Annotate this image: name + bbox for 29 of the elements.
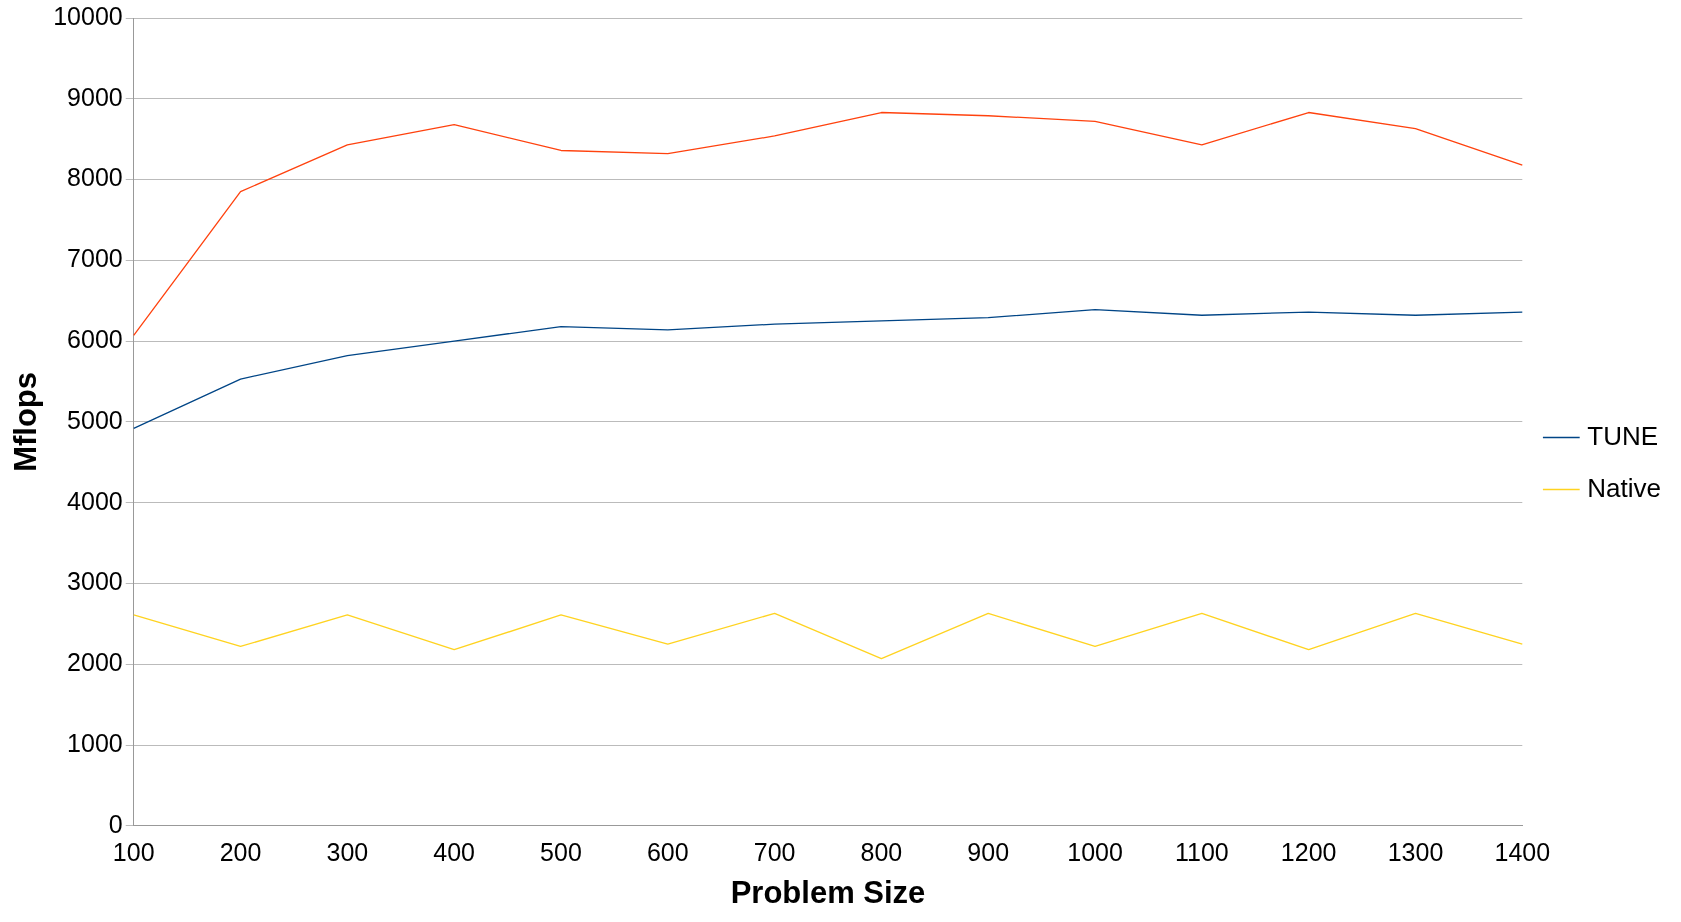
y-axis-title: Mflops xyxy=(8,371,44,472)
y-tick-label: 5000 xyxy=(67,405,123,434)
y-tick-label: 4000 xyxy=(67,486,123,515)
y-tick-label: 0 xyxy=(108,809,123,838)
x-tick-label: 200 xyxy=(219,837,262,866)
x-tick-label: 1400 xyxy=(1494,837,1551,866)
y-tick-label: 9000 xyxy=(67,82,123,111)
x-axis-title: Problem Size xyxy=(730,874,926,910)
legend-label: TUNE xyxy=(1587,420,1659,451)
y-tick-label: 3000 xyxy=(67,567,123,596)
x-tick-label: 1000 xyxy=(1067,837,1123,866)
y-tick-label: 8000 xyxy=(67,163,123,192)
x-tick-label: 100 xyxy=(112,837,155,866)
legend-label: Native xyxy=(1587,472,1662,503)
y-tick-label: 1000 xyxy=(67,728,123,757)
x-tick-label: 1300 xyxy=(1387,837,1444,866)
y-tick-label: 6000 xyxy=(67,325,123,354)
y-tick-label: 10000 xyxy=(53,1,123,30)
x-tick-label: 500 xyxy=(540,837,582,866)
x-tick-label: 1200 xyxy=(1280,837,1337,866)
x-tick-label: 600 xyxy=(646,837,689,866)
x-tick-label: 900 xyxy=(967,837,1010,866)
x-tick-label: 400 xyxy=(433,837,476,866)
y-tick-label: 7000 xyxy=(67,244,123,273)
x-tick-label: 300 xyxy=(326,837,369,866)
y-tick-label: 2000 xyxy=(67,648,123,677)
x-tick-label: 1100 xyxy=(1174,837,1229,866)
x-tick-label: 700 xyxy=(753,837,796,866)
x-tick-label: 800 xyxy=(860,837,903,866)
